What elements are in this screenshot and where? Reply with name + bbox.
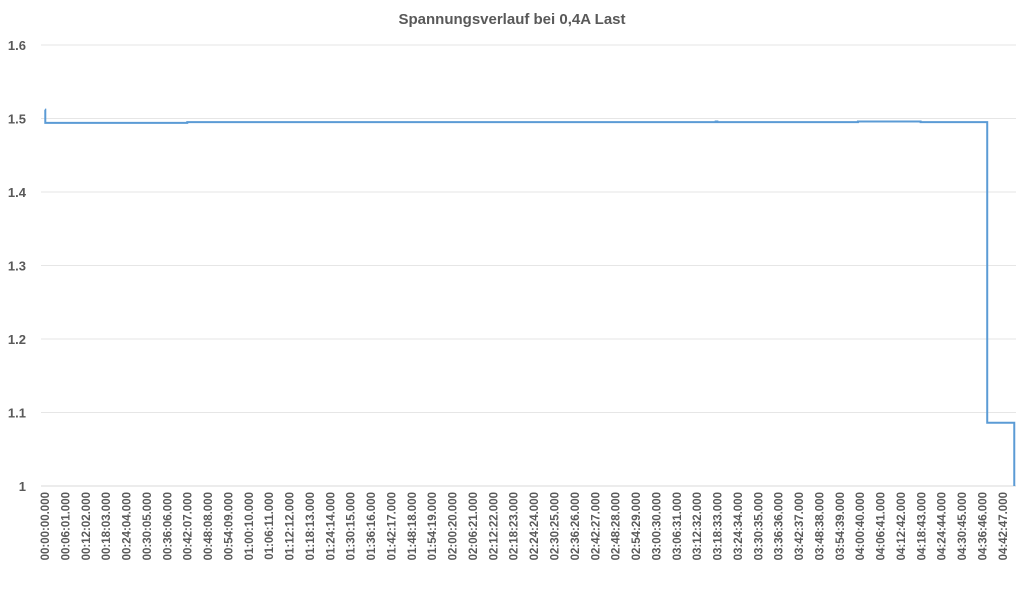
x-tick-label: 00:54:09.000 — [223, 492, 235, 560]
y-axis: 1 1.1 1.2 1.3 1.4 1.5 1.6 — [8, 38, 27, 494]
x-tick-label: 01:36:16.000 — [366, 492, 378, 560]
x-tick-label: 04:00:40.000 — [855, 492, 867, 560]
x-tick-label: 02:00:20.000 — [448, 492, 460, 560]
x-tick-label: 00:18:03.000 — [101, 492, 113, 560]
x-tick-label: 01:06:11.000 — [264, 492, 276, 560]
y-tick-label: 1.2 — [8, 332, 26, 347]
x-tick-label: 02:24:24.000 — [529, 492, 541, 560]
x-tick-label: 00:06:01.000 — [60, 492, 72, 560]
y-tick-label: 1.1 — [8, 406, 26, 421]
y-tick-label: 1.3 — [8, 259, 26, 274]
y-tick-label: 1.6 — [8, 38, 26, 53]
y-tick-label: 1 — [19, 479, 26, 494]
x-tick-label: 04:24:44.000 — [937, 492, 949, 560]
y-tick-label: 1.5 — [8, 112, 26, 127]
x-tick-label: 01:54:19.000 — [427, 492, 439, 560]
x-tick-label: 00:30:05.000 — [142, 492, 154, 560]
x-tick-label: 02:42:27.000 — [590, 492, 602, 560]
x-tick-label: 00:42:07.000 — [183, 492, 195, 560]
x-tick-label: 04:36:46.000 — [977, 492, 989, 560]
x-tick-label: 02:06:21.000 — [468, 492, 480, 560]
x-tick-label: 01:12:12.000 — [285, 492, 297, 560]
x-tick-label: 03:18:33.000 — [713, 492, 725, 560]
x-tick-label: 04:30:45.000 — [957, 492, 969, 560]
x-tick-label: 04:42:47.000 — [998, 492, 1010, 560]
gridlines — [41, 44, 1016, 487]
series-line — [44, 108, 1016, 486]
x-tick-label: 00:48:08.000 — [203, 492, 215, 560]
x-tick-label: 02:30:25.000 — [550, 492, 562, 560]
x-tick-label: 03:42:37.000 — [794, 492, 806, 560]
x-axis: 00:00:00.000 00:06:01.000 00:12:02.000 00:1… — [40, 492, 1010, 560]
x-tick-label: 00:24:04.000 — [122, 492, 134, 560]
x-tick-label: 00:36:06.000 — [162, 492, 174, 560]
x-tick-label: 02:48:28.000 — [611, 492, 623, 560]
x-tick-label: 03:54:39.000 — [835, 492, 847, 560]
x-tick-label: 04:12:42.000 — [896, 492, 908, 560]
x-tick-label: 02:12:22.000 — [488, 492, 500, 560]
x-tick-label: 01:18:13.000 — [305, 492, 317, 560]
x-tick-label: 03:06:31.000 — [672, 492, 684, 560]
x-tick-label: 03:12:32.000 — [692, 492, 704, 560]
x-tick-label: 04:06:41.000 — [876, 492, 888, 560]
x-tick-label: 04:18:43.000 — [916, 492, 928, 560]
x-tick-label: 03:48:38.000 — [814, 492, 826, 560]
x-tick-label: 00:12:02.000 — [81, 492, 93, 560]
x-tick-label: 01:00:10.000 — [244, 492, 256, 560]
x-tick-label: 02:54:29.000 — [631, 492, 643, 560]
x-tick-label: 02:18:23.000 — [509, 492, 521, 560]
y-tick-label: 1.4 — [8, 185, 27, 200]
x-tick-label: 00:00:00.000 — [40, 492, 52, 560]
x-tick-label: 03:36:36.000 — [774, 492, 786, 560]
chart-title: Spannungsverlauf bei 0,4A Last — [399, 11, 626, 28]
x-tick-label: 01:30:15.000 — [346, 492, 358, 560]
x-tick-label: 01:42:17.000 — [386, 492, 398, 560]
x-tick-label: 03:30:35.000 — [753, 492, 765, 560]
x-tick-label: 03:00:30.000 — [651, 492, 663, 560]
x-tick-label: 01:48:18.000 — [407, 492, 419, 560]
x-tick-label: 01:24:14.000 — [325, 492, 337, 560]
series-group — [44, 108, 1016, 486]
x-tick-label: 03:24:34.000 — [733, 492, 745, 560]
x-tick-label: 02:36:26.000 — [570, 492, 582, 560]
